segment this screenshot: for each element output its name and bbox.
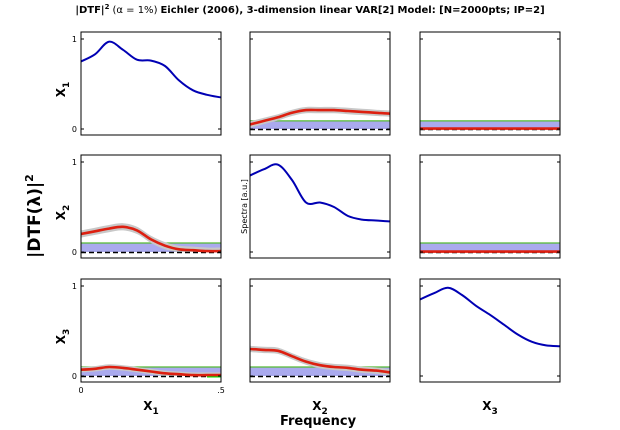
y-tick-label: 0 (72, 372, 77, 381)
column-channel-label: X3 (482, 399, 498, 417)
panel-1-1: 0 1 X1 (54, 31, 222, 136)
row-channel-label: X1 (54, 82, 72, 98)
plot-area (81, 32, 221, 135)
plot-area (250, 32, 390, 135)
panel-2-3 (419, 154, 561, 259)
y-tick-label: 1 (72, 282, 77, 291)
plot-area (250, 155, 390, 258)
threshold-band (250, 367, 390, 376)
column-channel-label: X1 (143, 399, 159, 417)
dtf-line (250, 108, 390, 126)
panel-background (81, 32, 221, 135)
axes-frame (80, 154, 222, 259)
axes-frame (80, 31, 222, 136)
y-tick-label: 0 (72, 125, 77, 134)
spectrum-line (81, 40, 221, 99)
panel-3-3: X3 (419, 278, 561, 417)
x-tick-label: 0 (78, 386, 83, 395)
chart-title: |DTF|2 (α = 1%) Eichler (2006), 3-dimensio… (75, 3, 544, 16)
plot-area (250, 279, 390, 382)
dtf-line (250, 347, 390, 374)
axes-frame (249, 31, 391, 136)
plot-area (81, 155, 221, 258)
plot-area (420, 32, 560, 135)
x-tick-label: .5 (217, 386, 225, 395)
panel-3-2: X2 (249, 278, 391, 417)
panel-background (250, 155, 390, 258)
axes-frame (419, 278, 561, 383)
plot-area (420, 279, 560, 382)
y-tick-label: 0 (72, 248, 77, 257)
x-axis-label: Frequency (280, 414, 357, 429)
axes-frame (419, 31, 561, 136)
axes-frame (249, 278, 391, 383)
dtf-line (81, 225, 221, 253)
spectra-axis-label: Spectra [a.u.] (240, 179, 249, 234)
threshold-band (420, 120, 560, 129)
confidence-band (81, 223, 221, 253)
panel-1-2 (249, 31, 391, 136)
y-tick-label: 1 (72, 35, 77, 44)
dtf-line (81, 365, 221, 377)
threshold-band (81, 243, 221, 252)
spectrum-line (250, 163, 390, 223)
axes-frame (419, 154, 561, 259)
panel-3-1: 0 1 X3 0 .5 X1 (54, 278, 225, 417)
y-axis-label: |DTF(λ)|2 (23, 174, 45, 258)
panel-1-3 (419, 31, 561, 136)
axes-frame (80, 278, 222, 383)
plot-area (81, 279, 221, 382)
panel-background (420, 155, 560, 258)
threshold-band (250, 120, 390, 129)
threshold-band (420, 243, 560, 252)
column-channel-label: X2 (312, 399, 328, 417)
plot-area (420, 155, 560, 258)
panel-2-2: Spectra [a.u.] (240, 154, 391, 259)
spectrum-line (420, 286, 560, 348)
axes-frame (249, 154, 391, 259)
panel-background (420, 279, 560, 382)
row-channel-label: X3 (54, 329, 72, 345)
panel-2-1: 0 1 X2 (54, 154, 222, 259)
row-channel-label: X2 (54, 205, 72, 221)
y-tick-label: 1 (72, 158, 77, 167)
panel-background (420, 32, 560, 135)
